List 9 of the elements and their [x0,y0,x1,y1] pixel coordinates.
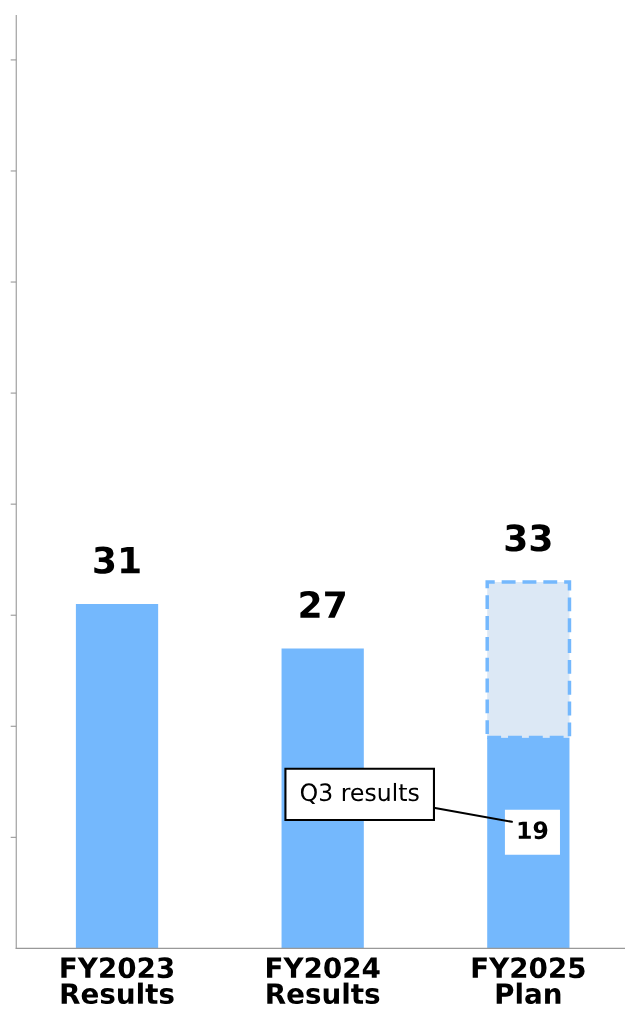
annotation: Q3 results [300,782,419,804]
x-tick-label: FY2023 Results [61,957,174,1005]
x-tick-label: FY2024 Results [267,957,380,1005]
total-label: 33 [505,524,551,552]
x-tick-label: FY2025 Plan [472,957,585,1005]
bar [75,604,159,949]
data-label: 27 [300,590,345,618]
data-label: 19 [518,821,548,840]
data-label: 31 [94,546,140,574]
